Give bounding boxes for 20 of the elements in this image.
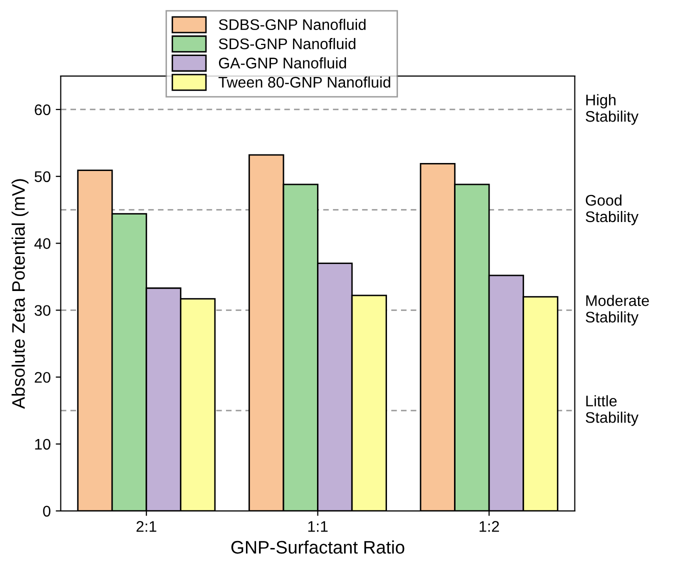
legend-label: GA-GNP Nanofluid xyxy=(218,57,346,68)
legend-label: Tween 80-GNP Nanofluid xyxy=(218,76,390,88)
y-tick-label: 10 xyxy=(35,438,50,450)
y-tick-label: 60 xyxy=(34,104,50,116)
ref-line-label: Moderate Stability xyxy=(586,294,649,326)
ref-line-label: Little Stability xyxy=(586,395,639,426)
ref-line-label: High Stability xyxy=(586,94,639,125)
y-tick-label: 20 xyxy=(34,372,50,383)
legend-label: SDBS-GNP Nanofluid xyxy=(218,18,366,30)
x-tick-label: 1:2 xyxy=(480,521,499,532)
y-tick-label: 40 xyxy=(34,238,50,249)
y-tick-label: 30 xyxy=(34,305,50,316)
x-axis-title: GNP-Surfactant Ratio xyxy=(231,540,404,554)
x-tick-label: 2:1 xyxy=(136,521,156,532)
legend-label: SDS-GNP Nanofluid xyxy=(218,38,356,50)
y-tick-label: 0 xyxy=(43,506,50,517)
y-axis-title: Absolute Zeta Potential (mV) xyxy=(12,179,28,409)
ref-line-label: Good Stability xyxy=(586,194,639,226)
y-tick-label: 50 xyxy=(34,171,50,182)
x-tick-label: 1:1 xyxy=(308,521,328,532)
